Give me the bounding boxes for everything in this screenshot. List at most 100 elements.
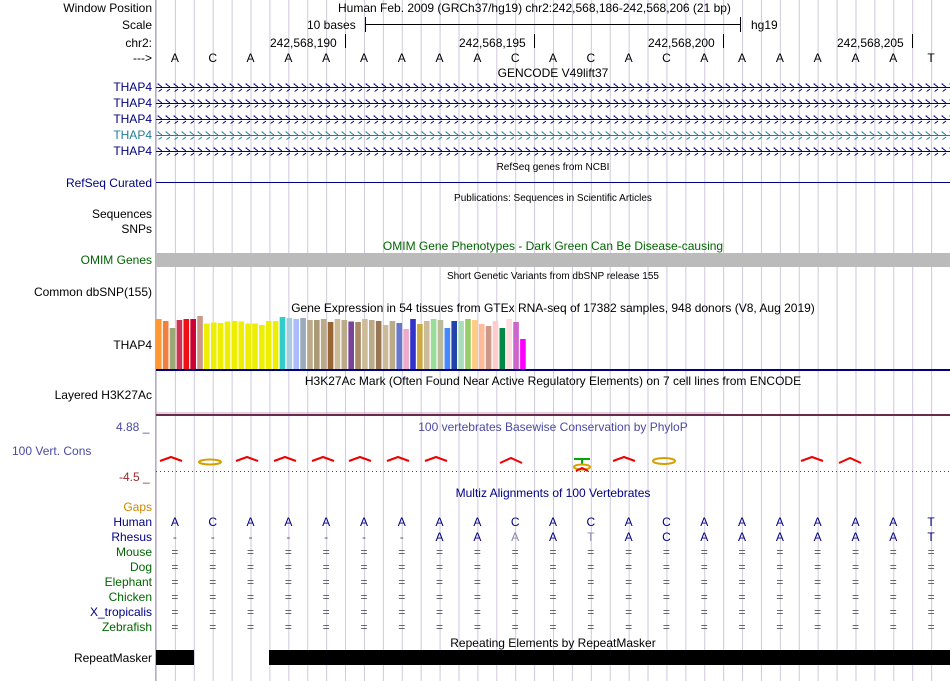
gtex-tissue-bar[interactable] bbox=[492, 321, 499, 369]
gtex-tissue-bar[interactable] bbox=[382, 325, 389, 369]
gtex-tissue-bar[interactable] bbox=[410, 319, 416, 369]
gtex-tissue-bar[interactable] bbox=[245, 323, 251, 370]
gtex-tissue-bar[interactable] bbox=[320, 319, 327, 369]
gencode-transcript[interactable] bbox=[156, 147, 950, 156]
phylop-track-label[interactable]: 100 Vert. Cons bbox=[12, 444, 92, 458]
phylop-track-title[interactable]: 100 vertebrates Basewise Conservation by… bbox=[418, 420, 688, 434]
gencode-transcript-label[interactable]: THAP4 bbox=[113, 144, 152, 158]
gtex-tissue-bar[interactable] bbox=[389, 321, 396, 369]
omim-gene-bar[interactable] bbox=[156, 253, 950, 267]
gtex-tissue-bar[interactable] bbox=[190, 319, 196, 369]
gtex-tissue-bar[interactable] bbox=[217, 323, 224, 369]
gtex-tissue-bar[interactable] bbox=[176, 320, 183, 369]
gtex-tissue-bar[interactable] bbox=[286, 318, 293, 369]
gtex-tissue-bar[interactable] bbox=[458, 321, 464, 369]
gtex-tissue-bar[interactable] bbox=[238, 321, 245, 370]
gtex-tissue-bar[interactable] bbox=[403, 329, 409, 369]
gencode-transcript-label[interactable]: THAP4 bbox=[113, 112, 152, 126]
gtex-tissue-bar[interactable] bbox=[375, 321, 382, 369]
gtex-tissue-bar[interactable] bbox=[348, 321, 354, 370]
gencode-transcript[interactable] bbox=[156, 115, 950, 124]
multiz-species-label[interactable]: Elephant bbox=[104, 575, 152, 589]
gtex-tissue-bar[interactable] bbox=[300, 318, 306, 369]
gtex-tissue-bar[interactable] bbox=[265, 321, 272, 369]
gtex-tissue-bar[interactable] bbox=[307, 320, 313, 369]
gtex-tissue-bar[interactable] bbox=[272, 321, 279, 369]
repeatmasker-block[interactable] bbox=[269, 650, 950, 665]
multiz-species-label[interactable]: Chicken bbox=[108, 590, 152, 604]
gtex-tissue-bar[interactable] bbox=[362, 319, 368, 369]
multiz-species-label[interactable]: Dog bbox=[129, 560, 152, 574]
gtex-tissue-bar[interactable] bbox=[169, 328, 176, 369]
gtex-tissue-bar[interactable] bbox=[204, 323, 210, 370]
gtex-expression-chart[interactable] bbox=[155, 315, 555, 370]
gencode-transcript-label[interactable]: THAP4 bbox=[113, 128, 152, 142]
omim-track-label[interactable]: OMIM Genes bbox=[80, 253, 152, 267]
gtex-tissue-bar[interactable] bbox=[499, 328, 506, 369]
gencode-transcript-label[interactable]: THAP4 bbox=[113, 80, 152, 94]
gtex-tissue-bar[interactable] bbox=[314, 320, 320, 369]
gtex-tissue-bar[interactable] bbox=[156, 319, 162, 369]
gtex-tissue-bar[interactable] bbox=[396, 323, 403, 369]
gtex-tissue-bar[interactable] bbox=[231, 321, 238, 369]
gtex-tissue-bar[interactable] bbox=[451, 321, 458, 369]
gtex-tissue-bar[interactable] bbox=[485, 326, 492, 369]
multiz-species-label[interactable]: Rhesus bbox=[111, 530, 152, 544]
gencode-transcripts[interactable] bbox=[156, 80, 950, 160]
omim-track-title[interactable]: OMIM Gene Phenotypes - Dark Green Can Be… bbox=[382, 239, 724, 253]
gencode-transcript[interactable] bbox=[156, 131, 950, 140]
gtex-tissue-bar[interactable] bbox=[368, 320, 375, 369]
h3k27ac-track-title[interactable]: H3K27Ac Mark (Often Found Near Active Re… bbox=[304, 374, 802, 388]
multiz-gaps-label[interactable]: Gaps bbox=[123, 500, 152, 514]
gtex-tissue-bar[interactable] bbox=[417, 324, 423, 369]
gtex-tissue-bar[interactable] bbox=[506, 319, 512, 369]
refseq-track-label[interactable]: RefSeq Curated bbox=[65, 176, 152, 190]
publications-track-title[interactable]: Publications: Sequences in Scientific Ar… bbox=[454, 193, 652, 204]
publications-snps-label[interactable]: SNPs bbox=[121, 222, 152, 236]
gtex-tissue-bar[interactable] bbox=[279, 317, 286, 369]
multiz-track-title[interactable]: Multiz Alignments of 100 Vertebrates bbox=[455, 486, 651, 500]
gtex-tissue-bar[interactable] bbox=[224, 321, 231, 370]
gtex-tissue-bar[interactable] bbox=[183, 319, 190, 369]
gtex-tissue-bar[interactable] bbox=[293, 319, 300, 369]
dbsnp-track-title[interactable]: Short Genetic Variants from dbSNP releas… bbox=[447, 271, 659, 282]
gtex-tissue-bar[interactable] bbox=[465, 319, 471, 369]
gtex-tissue-bar[interactable] bbox=[162, 321, 169, 369]
gencode-transcript[interactable] bbox=[156, 83, 950, 92]
gencode-track-title[interactable]: GENCODE V49lift37 bbox=[497, 66, 609, 80]
h3k27ac-track-label[interactable]: Layered H3K27Ac bbox=[54, 388, 152, 402]
gencode-transcript-label[interactable]: THAP4 bbox=[113, 96, 152, 110]
gtex-tissue-bar[interactable] bbox=[334, 319, 341, 369]
gtex-tissue-bar[interactable] bbox=[520, 339, 526, 369]
phylop-logo[interactable] bbox=[156, 452, 950, 472]
refseq-gene-line[interactable] bbox=[156, 182, 950, 183]
gtex-track-label[interactable]: THAP4 bbox=[113, 338, 152, 352]
repeatmasker-block[interactable] bbox=[156, 650, 194, 665]
gtex-tissue-bar[interactable] bbox=[355, 322, 361, 369]
gtex-tissue-bar[interactable] bbox=[210, 322, 217, 370]
gtex-tissue-bar[interactable] bbox=[444, 328, 451, 369]
gtex-tissue-bar[interactable] bbox=[423, 321, 430, 369]
gtex-tissue-bar[interactable] bbox=[430, 319, 437, 369]
gtex-tissue-bar[interactable] bbox=[513, 322, 519, 369]
publications-sequences-label[interactable]: Sequences bbox=[91, 207, 152, 221]
repeatmasker-track-title[interactable]: Repeating Elements by RepeatMasker bbox=[450, 636, 656, 650]
h3k27ac-signal[interactable] bbox=[156, 410, 950, 418]
gtex-tissue-bar[interactable] bbox=[341, 320, 348, 369]
gtex-tissue-bar[interactable] bbox=[472, 320, 478, 369]
multiz-species-label[interactable]: Mouse bbox=[115, 545, 152, 559]
gtex-tissue-bar[interactable] bbox=[252, 323, 258, 370]
gtex-tissue-bar[interactable] bbox=[197, 316, 203, 369]
gtex-tissue-bar[interactable] bbox=[259, 325, 265, 369]
multiz-species-label[interactable]: Zebrafish bbox=[101, 620, 152, 634]
multiz-species-label[interactable]: X_tropicalis bbox=[89, 605, 152, 619]
gencode-transcript[interactable] bbox=[156, 99, 950, 108]
gtex-track-title[interactable]: Gene Expression in 54 tissues from GTEx … bbox=[291, 301, 815, 315]
dbsnp-track-label[interactable]: Common dbSNP(155) bbox=[33, 285, 152, 299]
repeatmasker-track-label[interactable]: RepeatMasker bbox=[73, 651, 152, 665]
gtex-tissue-bar[interactable] bbox=[437, 320, 444, 369]
refseq-track-title[interactable]: RefSeq genes from NCBI bbox=[496, 162, 610, 173]
gtex-tissue-bar[interactable] bbox=[327, 322, 334, 369]
multiz-species-label[interactable]: Human bbox=[113, 515, 152, 529]
